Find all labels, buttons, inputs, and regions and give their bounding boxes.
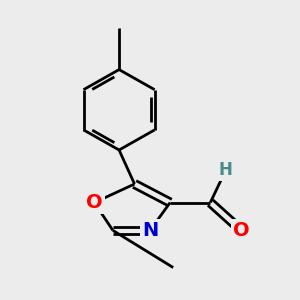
Text: O: O — [233, 221, 250, 240]
Text: H: H — [219, 161, 233, 179]
Text: O: O — [86, 193, 103, 212]
Text: N: N — [142, 221, 158, 240]
